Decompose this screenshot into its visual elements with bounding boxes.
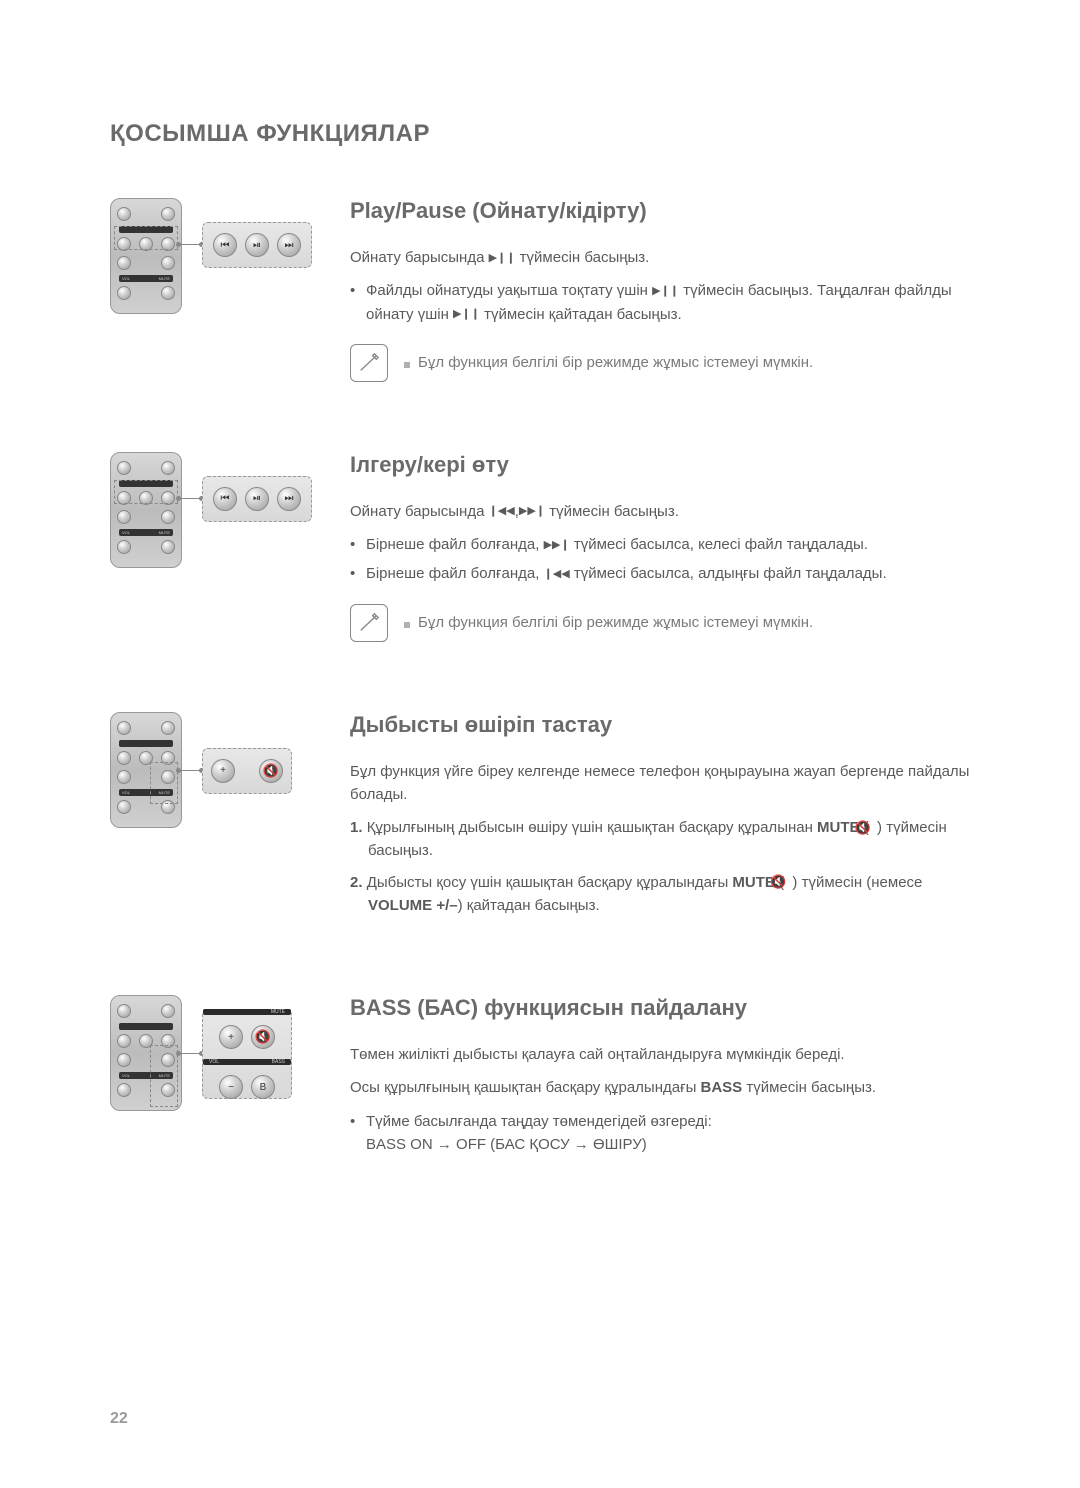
next-glyph: ▶▶❙ bbox=[519, 503, 545, 520]
remote-body: VOLMUTE bbox=[110, 712, 182, 828]
next-glyph: ▶▶❙ bbox=[544, 537, 570, 554]
remote-body: VOLMUTE bbox=[110, 995, 182, 1111]
callout-next-icon: ⏭ bbox=[277, 233, 301, 257]
prev-glyph: ❙◀◀ bbox=[544, 566, 570, 583]
section-title: BASS (БАС) функциясын пайдалану bbox=[350, 995, 980, 1021]
step-2: 2. Дыбысты қосу үшін қашықтан басқару құ… bbox=[350, 871, 980, 918]
note-box: Бұл функция белгілі бір режимде жұмыс іс… bbox=[350, 344, 980, 382]
section-title: Play/Pause (Ойнату/кідірту) bbox=[350, 198, 980, 224]
note-box: Бұл функция белгілі бір режимде жұмыс іс… bbox=[350, 604, 980, 642]
power-icon bbox=[117, 207, 131, 221]
section-skip: VOLMUTE ⏮ ⏯ ⏭ Ілгеру/кері өту Ойнату бар… bbox=[110, 452, 980, 642]
source-icon bbox=[161, 207, 175, 221]
callout-bass: MUTE + 🔇 VOL BASS − B bbox=[202, 1009, 292, 1099]
callout-play-icon: ⏯ bbox=[245, 233, 269, 257]
play-pause-glyph: ▶❙❙ bbox=[453, 306, 480, 323]
mute-label: MUTE bbox=[159, 276, 170, 281]
page-title: ҚОСЫМША ФУНКЦИЯЛАР bbox=[110, 120, 980, 148]
section-mute: VOLMUTE + 🔇 Дыбысты өшіріп тастау Бұл фу… bbox=[110, 712, 980, 926]
callout-next-icon: ⏭ bbox=[277, 487, 301, 511]
remote-illustration: VOL MUTE ⏮ ⏯ ⏭ bbox=[110, 198, 350, 338]
vol-up-icon bbox=[117, 256, 131, 270]
bullet-item: Бірнеше файл болғанда, ▶▶❙ түймесі басыл… bbox=[350, 533, 980, 556]
body-p1: Төмен жиілікті дыбысты қалауға сай оңтай… bbox=[350, 1043, 980, 1066]
bass-label: BASS bbox=[272, 1059, 285, 1065]
intro-text: Бұл функция үйге біреу келгенде немесе т… bbox=[350, 760, 980, 807]
section-title: Дыбысты өшіріп тастау bbox=[350, 712, 980, 738]
note-icon bbox=[350, 344, 388, 382]
lead-line bbox=[178, 1053, 202, 1054]
play-pause-glyph: ▶❙❙ bbox=[489, 250, 516, 267]
bullet-item: Түйме басылғанда таңдау төмендегідей өзг… bbox=[350, 1110, 980, 1157]
callout-bass-icon: B bbox=[251, 1075, 275, 1099]
remote-illustration: VOLMUTE + 🔇 bbox=[110, 712, 350, 852]
play-pause-glyph: ▶❙❙ bbox=[652, 283, 679, 300]
note-icon bbox=[350, 604, 388, 642]
callout-prev-icon: ⏮ bbox=[213, 487, 237, 511]
callout-mute-icon: 🔇 bbox=[259, 759, 283, 783]
remote-illustration: VOLMUTE ⏮ ⏯ ⏭ bbox=[110, 452, 350, 592]
callout-mute-icon: 🔇 bbox=[251, 1025, 275, 1049]
callout-transport: ⏮ ⏯ ⏭ bbox=[202, 222, 312, 268]
note-text: Бұл функция белгілі бір режимде жұмыс іс… bbox=[404, 614, 813, 631]
intro-text: Ойнату барысында ❙◀◀,▶▶❙ түймесін басыңы… bbox=[350, 500, 980, 523]
manual-page: ҚОСЫМША ФУНКЦИЯЛАР VOL MUTE ⏮ ⏯ ⏭ bbox=[0, 0, 1080, 1488]
callout-minus-icon: − bbox=[219, 1075, 243, 1099]
step-1: 1. Құрылғының дыбысын өшіру үшін қашықта… bbox=[350, 816, 980, 863]
page-number: 22 bbox=[110, 1410, 128, 1428]
callout-play-icon: ⏯ bbox=[245, 487, 269, 511]
section-bass: VOLMUTE MUTE + 🔇 VOL BASS − B bbox=[110, 995, 980, 1166]
callout-transport: ⏮ ⏯ ⏭ bbox=[202, 476, 312, 522]
callout-plus-icon: + bbox=[211, 759, 235, 783]
vol-label: VOL bbox=[122, 276, 130, 281]
section-play-pause: VOL MUTE ⏮ ⏯ ⏭ Play/Pause (Ойнату/кідірту… bbox=[110, 198, 980, 382]
callout-prev-icon: ⏮ bbox=[213, 233, 237, 257]
callout-volume: + 🔇 bbox=[202, 748, 292, 794]
callout-plus-icon: + bbox=[219, 1025, 243, 1049]
lead-line bbox=[178, 770, 202, 771]
note-text: Бұл функция белгілі бір режимде жұмыс іс… bbox=[404, 354, 813, 371]
bullet-item: Бірнеше файл болғанда, ❙◀◀ түймесі басыл… bbox=[350, 562, 980, 585]
remote-body: VOL MUTE bbox=[110, 198, 182, 314]
mute-icon bbox=[161, 256, 175, 270]
play-icon bbox=[139, 237, 153, 251]
vol-label: VOL bbox=[209, 1059, 219, 1065]
bullet-item: Файлды ойнатуды уақытша тоқтату үшін ▶❙❙… bbox=[350, 279, 980, 326]
section-title: Ілгеру/кері өту bbox=[350, 452, 980, 478]
mute-label: MUTE bbox=[271, 1009, 285, 1015]
vol-down-icon bbox=[117, 286, 131, 300]
next-icon bbox=[161, 237, 175, 251]
prev-glyph: ❙◀◀ bbox=[489, 503, 515, 520]
lead-line bbox=[178, 498, 202, 499]
lead-line bbox=[178, 244, 202, 245]
remote-body: VOLMUTE bbox=[110, 452, 182, 568]
prev-icon bbox=[117, 237, 131, 251]
body-p2: Осы құрылғының қашықтан басқару құралынд… bbox=[350, 1076, 980, 1099]
remote-illustration: VOLMUTE MUTE + 🔇 VOL BASS − B bbox=[110, 995, 350, 1135]
intro-text: Ойнату барысында ▶❙❙ түймесін басыңыз. bbox=[350, 246, 980, 269]
bass-icon bbox=[161, 286, 175, 300]
